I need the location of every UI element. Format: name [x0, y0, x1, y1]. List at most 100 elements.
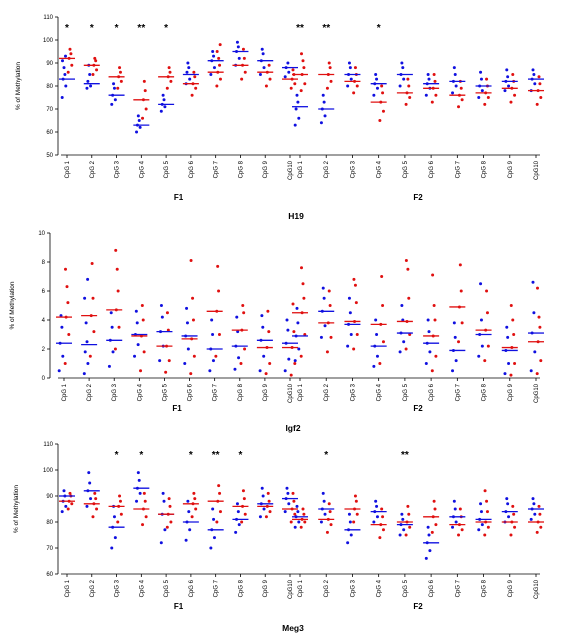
data-point-blue	[262, 354, 266, 358]
data-point-red	[433, 318, 437, 322]
data-point-blue	[186, 347, 190, 351]
data-point-blue	[400, 304, 404, 307]
data-point-red	[434, 93, 438, 97]
data-point-blue	[374, 73, 378, 76]
data-point-red	[94, 59, 98, 63]
data-point-red	[191, 296, 195, 300]
data-point-blue	[212, 517, 216, 521]
data-point-red	[509, 373, 513, 377]
data-point-blue	[452, 321, 456, 325]
data-point-blue	[138, 125, 142, 129]
data-point-red	[535, 102, 539, 106]
data-point-red	[63, 362, 67, 365]
data-point-red	[66, 70, 70, 74]
data-point-red	[460, 321, 464, 325]
data-point-blue	[112, 86, 116, 90]
data-point-blue	[83, 350, 87, 354]
data-point-blue	[398, 533, 402, 537]
data-point-red	[116, 86, 120, 90]
data-point-blue	[402, 528, 406, 532]
data-point-red	[242, 56, 246, 60]
data-point-red	[537, 75, 541, 79]
data-point-red	[90, 261, 94, 265]
data-point-red	[94, 497, 98, 501]
data-point-red	[404, 102, 408, 106]
data-point-red	[329, 79, 333, 83]
data-point-red	[218, 510, 222, 514]
y-tick-label: 110	[43, 442, 53, 448]
data-point-red	[140, 304, 144, 307]
data-point-blue	[236, 45, 240, 49]
x-tick-label: CpG 2	[90, 160, 96, 178]
data-point-blue	[426, 525, 430, 529]
data-point-red	[457, 105, 461, 109]
data-point-red	[430, 530, 434, 534]
data-point-red	[242, 497, 246, 501]
data-point-red	[193, 497, 197, 501]
data-point-blue	[185, 306, 189, 310]
data-point-red	[118, 70, 122, 74]
data-point-red	[537, 315, 541, 319]
data-point-red	[457, 533, 461, 537]
significance-marker: **	[137, 23, 145, 34]
data-point-blue	[349, 533, 353, 537]
data-point-red	[66, 507, 70, 511]
data-point-red	[404, 347, 408, 351]
data-point-blue	[295, 93, 299, 97]
data-point-blue	[163, 528, 167, 532]
data-point-red	[539, 525, 543, 529]
x-tick-label: CpG 8	[238, 160, 244, 178]
data-point-blue	[136, 343, 140, 347]
data-point-blue	[111, 350, 115, 354]
data-point-red	[214, 354, 218, 358]
significance-marker: *	[139, 450, 143, 461]
data-point-blue	[426, 73, 430, 76]
data-point-red	[67, 333, 71, 336]
data-point-blue	[323, 512, 327, 516]
data-point-red	[300, 52, 303, 56]
data-point-blue	[480, 344, 484, 348]
data-point-red	[267, 63, 271, 67]
data-point-blue	[133, 354, 137, 358]
data-point-red	[114, 248, 118, 252]
data-point-blue	[323, 324, 327, 328]
data-point-red	[116, 520, 120, 524]
data-point-red	[218, 63, 222, 67]
data-point-red	[432, 73, 436, 76]
data-point-red	[328, 304, 332, 307]
data-point-red	[483, 533, 487, 537]
data-point-blue	[59, 314, 63, 318]
y-tick-label: 80	[46, 84, 53, 90]
data-point-blue	[62, 489, 66, 493]
data-point-blue	[453, 335, 457, 339]
y-tick-label: 100	[43, 38, 54, 44]
x-tick-label: CpG 2	[324, 383, 330, 401]
data-point-blue	[60, 96, 64, 99]
data-point-red	[325, 350, 329, 354]
data-point-red	[242, 311, 246, 315]
data-point-blue	[235, 40, 239, 44]
data-point-blue	[428, 549, 432, 553]
data-point-blue	[83, 296, 87, 300]
y-tick-label: 110	[43, 15, 53, 21]
data-point-blue	[453, 73, 457, 76]
data-point-red	[301, 507, 305, 511]
data-point-red	[329, 335, 333, 339]
data-point-blue	[88, 481, 92, 485]
y-tick-label: 60	[46, 130, 53, 136]
data-point-blue	[136, 114, 140, 118]
data-point-red	[215, 50, 219, 53]
data-point-red	[407, 84, 411, 88]
data-point-red	[292, 499, 296, 503]
significance-marker: *	[115, 450, 119, 461]
data-point-red	[240, 77, 244, 81]
data-point-blue	[506, 75, 510, 79]
data-point-red	[537, 504, 541, 508]
x-tick-label: CpG 2	[324, 579, 330, 597]
data-point-red	[328, 510, 332, 514]
data-point-red	[243, 70, 247, 74]
data-point-red	[430, 369, 434, 373]
data-point-blue	[187, 510, 191, 514]
data-point-blue	[286, 491, 290, 495]
